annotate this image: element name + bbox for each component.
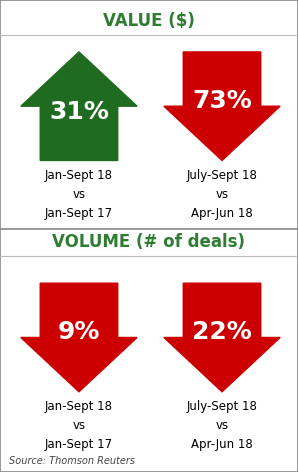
- Text: July-Sept 18
vs
Apr-Jun 18: July-Sept 18 vs Apr-Jun 18: [187, 400, 257, 451]
- Text: VOLUME (# of deals): VOLUME (# of deals): [52, 233, 246, 251]
- Polygon shape: [164, 52, 280, 160]
- Text: July-Sept 18
vs
Apr-Jun 18: July-Sept 18 vs Apr-Jun 18: [187, 169, 257, 220]
- Text: Jan-Sept 18
vs
Jan-Sept 17: Jan-Sept 18 vs Jan-Sept 17: [45, 400, 113, 451]
- Text: VALUE ($): VALUE ($): [103, 12, 195, 30]
- Text: 22%: 22%: [192, 320, 252, 344]
- Polygon shape: [164, 283, 280, 392]
- Polygon shape: [21, 283, 137, 392]
- Text: Source: Thomson Reuters: Source: Thomson Reuters: [9, 456, 135, 466]
- Text: Jan-Sept 18
vs
Jan-Sept 17: Jan-Sept 18 vs Jan-Sept 17: [45, 169, 113, 220]
- Text: 9%: 9%: [58, 320, 100, 344]
- Text: 31%: 31%: [49, 100, 109, 124]
- Text: 73%: 73%: [192, 89, 252, 113]
- Polygon shape: [21, 52, 137, 160]
